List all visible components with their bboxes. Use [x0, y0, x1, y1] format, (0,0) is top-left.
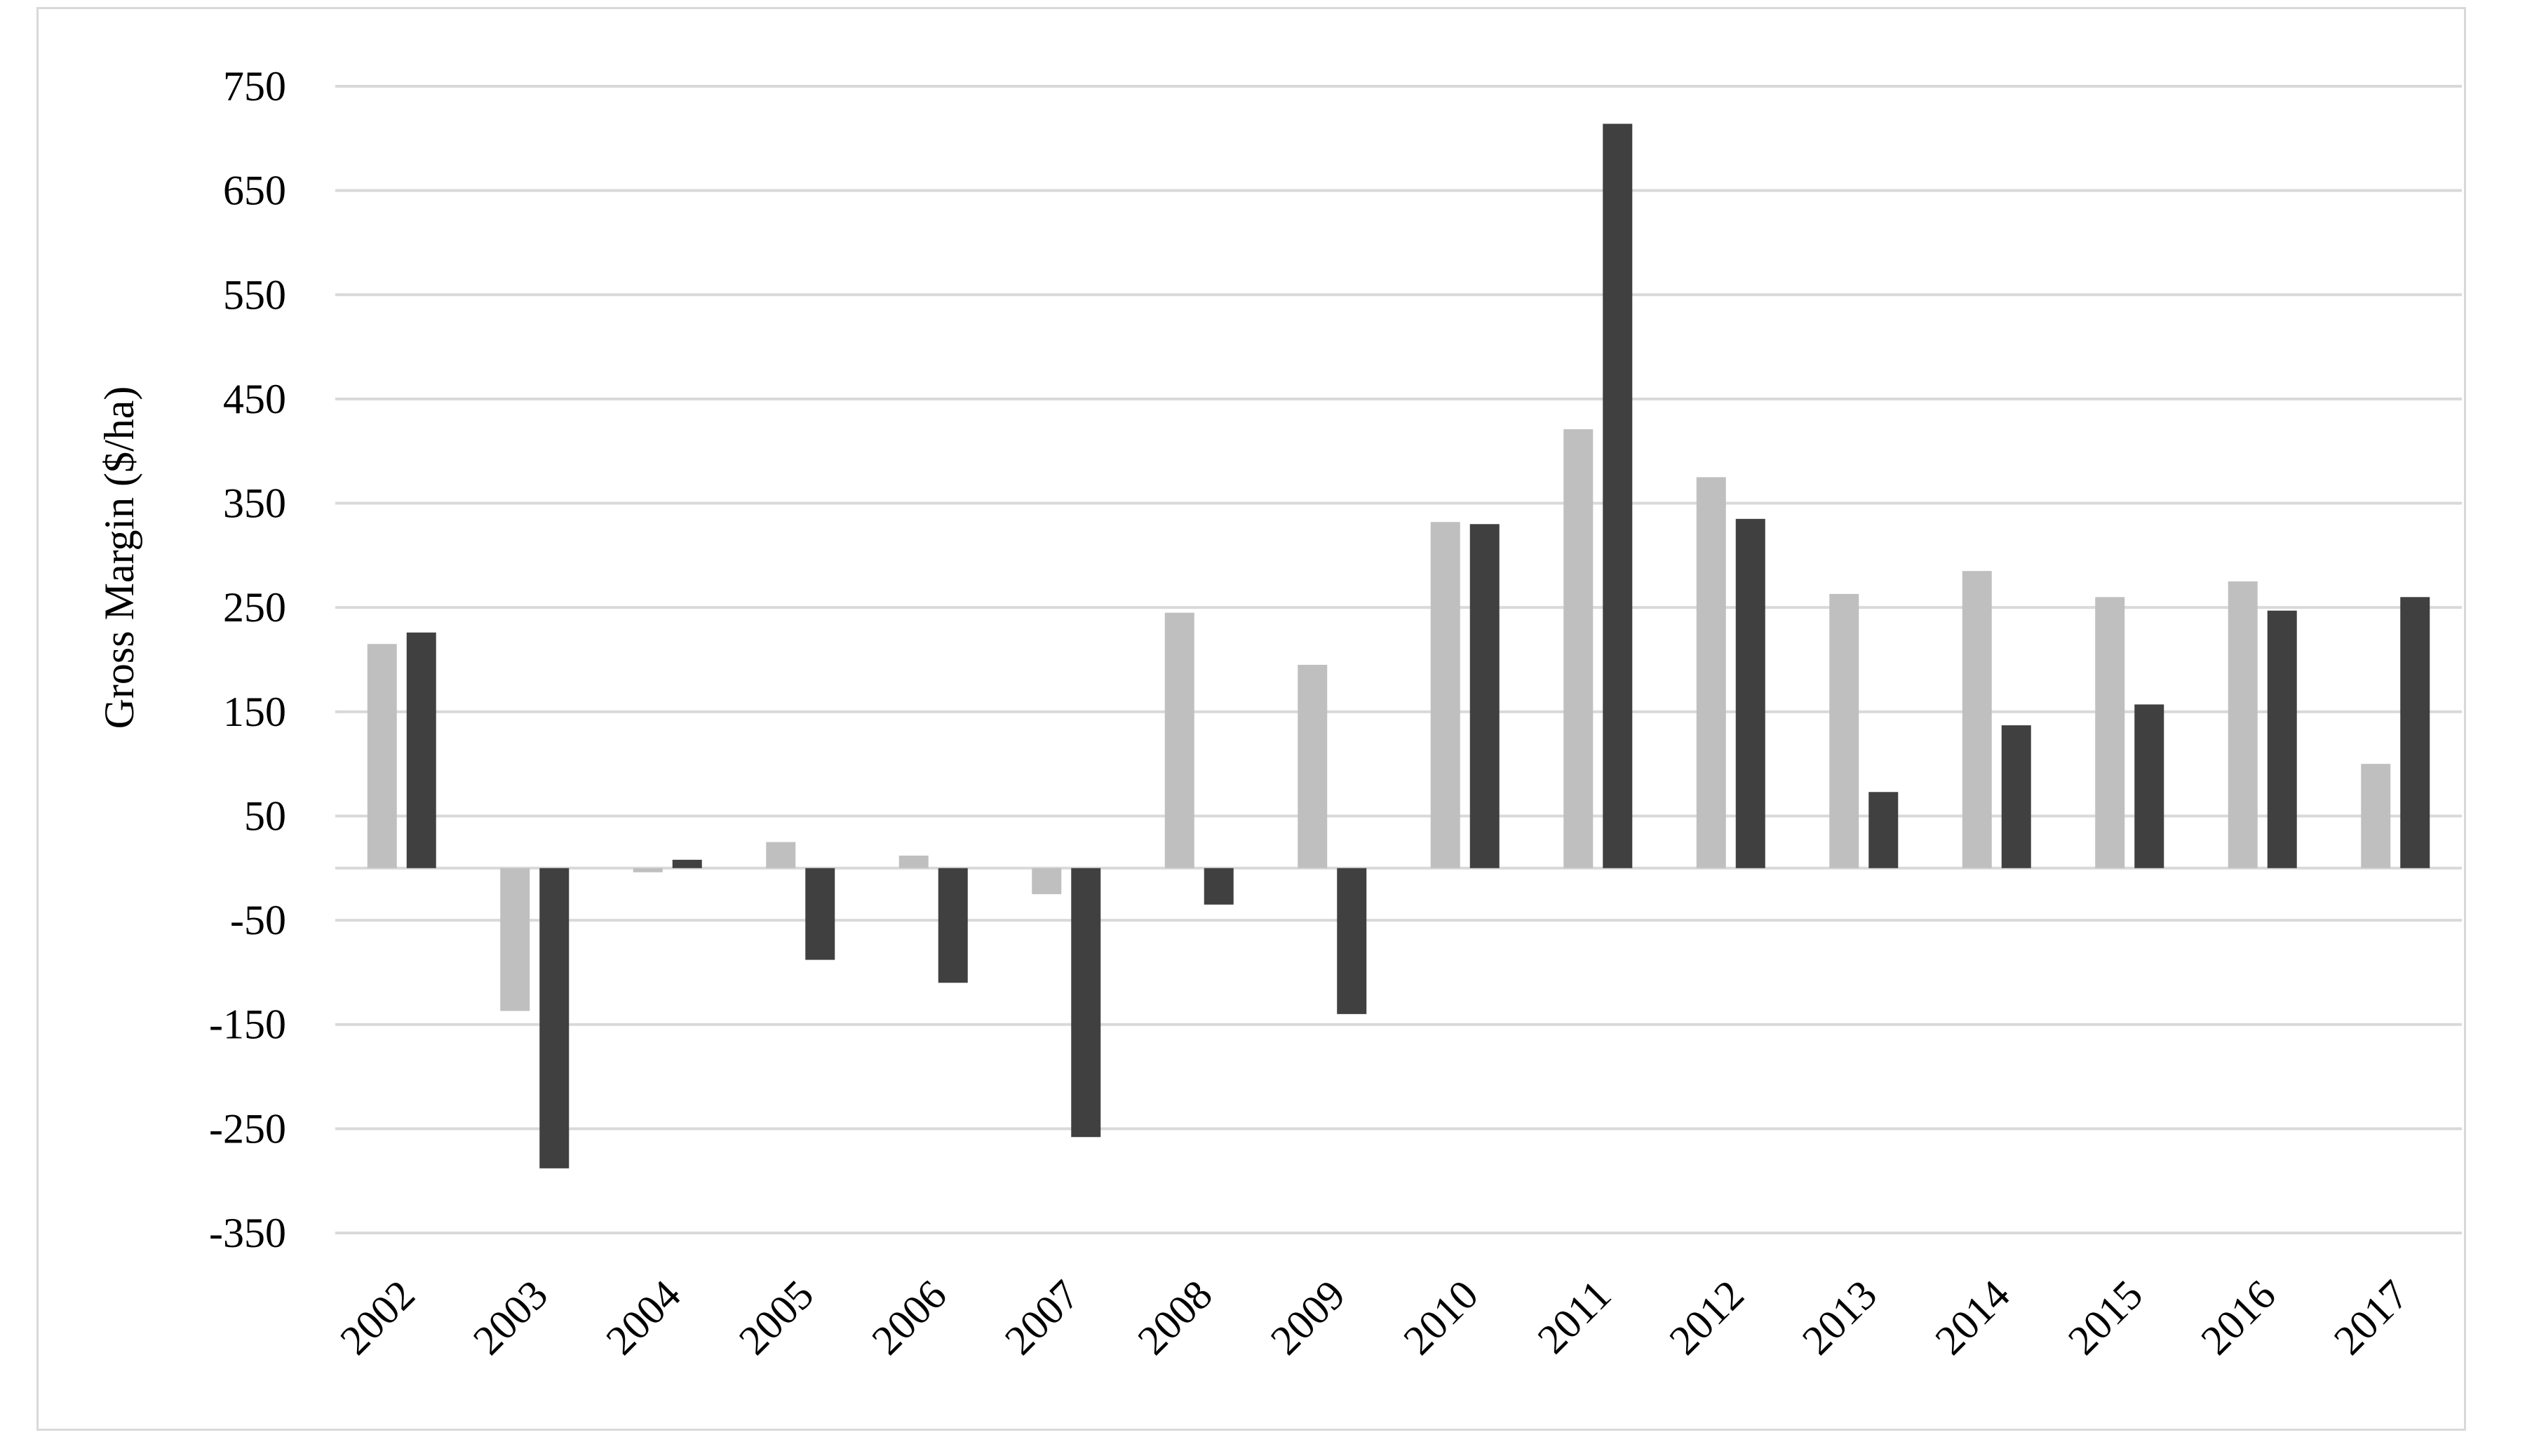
y-tick-label: 50	[244, 793, 286, 839]
y-tick-label: 550	[223, 271, 286, 318]
bar-series-2-2003	[539, 868, 570, 1168]
y-tick-label: 450	[223, 376, 286, 422]
bar-series-1-2016	[2228, 581, 2258, 868]
bar-series-1-2002	[367, 644, 397, 868]
x-tick-label-2004: 2004	[597, 1272, 689, 1364]
x-tick-label-2010: 2010	[1394, 1272, 1487, 1364]
bar-series-1-2009	[1298, 664, 1328, 868]
bar-series-2-2009	[1337, 868, 1367, 1014]
bar-series-2-2014	[2001, 725, 2031, 868]
x-axis-ticks: 2002 2003 2004 2005 2006 2007 2008 2009 2010 2011…	[331, 1272, 2417, 1364]
x-tick-label-2005: 2005	[730, 1272, 823, 1364]
bar-series-2-2006	[938, 868, 968, 983]
bar-series-1-2011	[1563, 429, 1594, 868]
y-tick-label: -150	[209, 1002, 286, 1048]
x-tick-label-2012: 2012	[1660, 1272, 1753, 1364]
bar-series-2-2007	[1071, 868, 1101, 1138]
y-axis-title: Gross Margin ($/ha)	[96, 386, 142, 729]
bar-series-2-2015	[2134, 704, 2164, 868]
bar-series-1-2008	[1164, 612, 1194, 868]
y-tick-label: 750	[223, 63, 286, 109]
y-tick-label: 350	[223, 480, 286, 527]
bar-series-1-2012	[1696, 477, 1726, 868]
bar-series-2-2016	[2267, 610, 2297, 868]
y-tick-label: 150	[223, 689, 286, 735]
x-tick-label-2003: 2003	[464, 1272, 557, 1364]
y-axis-ticks: 750 650 550 450 350 250 150 50 -50 -150 -250 -350	[209, 63, 286, 1256]
bar-series-1-2003	[500, 868, 530, 1011]
x-tick-label-2011: 2011	[1528, 1272, 1619, 1363]
y-tick-label: -250	[209, 1105, 286, 1152]
chart-frame	[36, 7, 2466, 1431]
bar-series-1-2013	[1829, 593, 1859, 868]
bar-series-2-2017	[2400, 597, 2430, 868]
bar-series-1-2014	[1962, 571, 1992, 868]
bar-series-1-2015	[2095, 597, 2125, 868]
y-tick-label: -350	[209, 1210, 286, 1256]
x-tick-label-2016: 2016	[2192, 1272, 2284, 1364]
x-tick-label-2017: 2017	[2325, 1272, 2418, 1364]
x-tick-label-2002: 2002	[331, 1272, 424, 1364]
bar-series-1-2017	[2361, 764, 2391, 868]
x-tick-label-2009: 2009	[1262, 1272, 1354, 1364]
bar-series-2-2012	[1735, 518, 1765, 868]
y-tick-label: 250	[223, 584, 286, 631]
bar-series-1-2007	[1032, 868, 1062, 894]
gridlines	[335, 85, 2462, 1234]
bar-series-2-2013	[1868, 792, 1899, 868]
y-tick-label: -50	[230, 897, 286, 943]
bar-series-2-2010	[1469, 524, 1500, 868]
bar-series-1-2006	[898, 855, 929, 868]
bar-series-2-2005	[805, 868, 835, 960]
bars	[367, 123, 2430, 1168]
bar-series-1-2004	[633, 868, 663, 872]
bar-series-2-2004	[672, 859, 702, 868]
bar-series-1-2005	[766, 842, 796, 868]
x-tick-label-2007: 2007	[996, 1272, 1089, 1364]
x-tick-label-2015: 2015	[2059, 1272, 2152, 1364]
x-tick-label-2013: 2013	[1793, 1272, 1886, 1364]
x-tick-label-2008: 2008	[1129, 1272, 1221, 1364]
bar-series-1-2010	[1430, 522, 1460, 868]
bar-series-2-2002	[406, 632, 436, 868]
y-tick-label: 650	[223, 168, 286, 214]
bar-series-2-2008	[1204, 868, 1234, 905]
x-tick-label-2014: 2014	[1926, 1272, 2019, 1364]
bar-series-2-2011	[1603, 123, 1633, 868]
x-tick-label-2006: 2006	[863, 1272, 955, 1364]
